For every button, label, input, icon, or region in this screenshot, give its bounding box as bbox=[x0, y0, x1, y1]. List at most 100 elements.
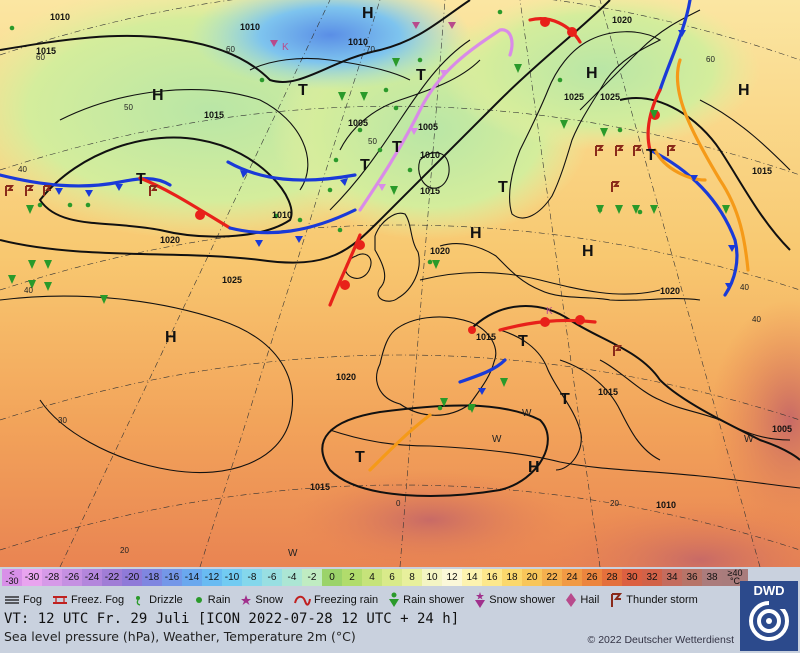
weather-map: 1010 1015 1010 1010 1020 1005 1005 1010 … bbox=[0, 0, 800, 567]
drizzle-icon bbox=[136, 596, 141, 606]
scale-cell: -8 bbox=[242, 569, 262, 586]
scale-cell: -22 bbox=[102, 569, 122, 586]
isobar-label: 1005 bbox=[772, 424, 792, 434]
scale-cell: -26 bbox=[62, 569, 82, 586]
legend-hail: Hail bbox=[565, 592, 599, 608]
lat-label: 20 bbox=[610, 499, 619, 508]
isobar-label: 1015 bbox=[204, 110, 224, 120]
scale-cell: 32 bbox=[642, 569, 662, 586]
cold-front-east bbox=[648, 148, 739, 297]
scale-cell: 18 bbox=[502, 569, 522, 586]
fronts bbox=[0, 0, 750, 472]
isobar-label: 1015 bbox=[420, 186, 440, 196]
weather-legend: Fog Freez. Fog Drizzle Rain Snow Freezin… bbox=[4, 589, 708, 611]
isobar-label: 1020 bbox=[612, 15, 632, 25]
cold-front-alps bbox=[458, 358, 507, 384]
fog-icon bbox=[5, 596, 19, 604]
rain-shower-icon bbox=[389, 592, 400, 607]
legend-label: Freezing rain bbox=[313, 594, 379, 606]
lat-label: 40 bbox=[740, 283, 749, 292]
lat-label: 20 bbox=[120, 546, 129, 555]
cold-front-north bbox=[226, 160, 357, 182]
scale-cell: 14 bbox=[462, 569, 482, 586]
legend-label: Rain shower bbox=[403, 594, 465, 606]
isobars bbox=[0, 0, 800, 497]
scale-cell: 38 bbox=[702, 569, 722, 586]
scale-cell: -16 bbox=[162, 569, 182, 586]
isobar-label: 1015 bbox=[598, 387, 618, 397]
low-center: T bbox=[355, 449, 365, 466]
scale-cell: -2 bbox=[302, 569, 322, 586]
scale-cell: -28 bbox=[42, 569, 62, 586]
low-center: T bbox=[416, 67, 426, 84]
legend-freezing-rain: Freezing rain bbox=[293, 593, 378, 607]
hot-area-africa bbox=[290, 470, 570, 567]
legend-snow: Snow bbox=[240, 594, 283, 606]
lat-label: 50 bbox=[368, 137, 377, 146]
scale-cell: 6 bbox=[382, 569, 402, 586]
lat-label: 40 bbox=[24, 286, 33, 295]
low-center: T bbox=[498, 179, 508, 196]
scale-cell: -30 bbox=[22, 569, 42, 586]
scale-cell: 12 bbox=[442, 569, 462, 586]
warm-front-west bbox=[138, 176, 232, 230]
scale-cell: 8 bbox=[402, 569, 422, 586]
scale-cell: -12 bbox=[202, 569, 222, 586]
isobar-label: 1005 bbox=[348, 118, 368, 128]
isobar-label: 1020 bbox=[430, 246, 450, 256]
coastlines bbox=[249, 31, 800, 489]
legend-panel: < -30 -30 -28 -26 -24 -22 -20 -18 -16 -14 -12 -10-… bbox=[0, 567, 800, 653]
scale-cell: -14 bbox=[182, 569, 202, 586]
scale-cell: -4 bbox=[282, 569, 302, 586]
isobar-label: 1025 bbox=[564, 92, 584, 102]
legend-freezing-fog: Freez. Fog bbox=[52, 593, 124, 607]
lat-label: 0 bbox=[396, 499, 401, 508]
isobar-label: 1010 bbox=[50, 12, 70, 22]
snow-icon bbox=[241, 595, 252, 605]
legend-label: Rain bbox=[207, 594, 231, 606]
low-center: T bbox=[298, 82, 308, 99]
isobar-label: 1020 bbox=[160, 235, 180, 245]
scale-cell: 0 bbox=[322, 569, 342, 586]
scale-cell: 2 bbox=[342, 569, 362, 586]
low-center: T bbox=[136, 171, 146, 188]
isobar-label: 1020 bbox=[336, 372, 356, 382]
isobar-label: 1025 bbox=[222, 275, 242, 285]
scale-cell: 10 bbox=[422, 569, 442, 586]
latitude-labels: 60 50 40 40 30 20 0 20 60 60 50 70 40 40 bbox=[18, 45, 761, 555]
scale-cell: 34 bbox=[662, 569, 682, 586]
convergence-line-ne bbox=[653, 148, 707, 182]
cold-front-ne bbox=[658, 0, 692, 92]
isobar-label: 1005 bbox=[418, 122, 438, 132]
high-center: H bbox=[165, 329, 177, 346]
warm-marker: W bbox=[744, 434, 754, 445]
scale-cell: 4 bbox=[362, 569, 382, 586]
hail-icon bbox=[566, 593, 577, 607]
legend-label: Hail bbox=[580, 594, 600, 606]
scale-cell: 24 bbox=[562, 569, 582, 586]
legend-label: Fog bbox=[23, 594, 42, 606]
lat-label: 40 bbox=[18, 165, 27, 174]
freezing-rain-icon bbox=[293, 595, 311, 606]
isobar-label: 1015 bbox=[476, 332, 496, 342]
isobar-label: 1010 bbox=[348, 37, 368, 47]
rain-icon bbox=[195, 597, 202, 603]
isobar-label: 1015 bbox=[310, 482, 330, 492]
warm-marker: W bbox=[492, 434, 502, 445]
valid-time: VT: 12 UTC Fr. 29 Juli [ICON 2022-07-28 … bbox=[4, 611, 460, 627]
snow-shower-icon bbox=[475, 592, 486, 608]
scale-cell: -6 bbox=[262, 569, 282, 586]
high-center: H bbox=[470, 225, 482, 242]
legend-label: Snow bbox=[255, 594, 283, 606]
isobar-label: 1015 bbox=[36, 46, 56, 56]
high-center: H bbox=[362, 5, 374, 22]
lat-label: 50 bbox=[124, 103, 133, 112]
scale-cell: -24 bbox=[82, 569, 102, 586]
legend-drizzle: Drizzle bbox=[134, 593, 183, 607]
copyright: © 2022 Deutscher Wetterdienst bbox=[587, 634, 734, 646]
high-center: H bbox=[582, 243, 594, 260]
dwd-logo-text: DWD bbox=[753, 583, 785, 598]
low-center: T bbox=[646, 147, 656, 164]
legend-label: Freez. Fog bbox=[70, 594, 125, 606]
scale-cell: 28 bbox=[602, 569, 622, 586]
